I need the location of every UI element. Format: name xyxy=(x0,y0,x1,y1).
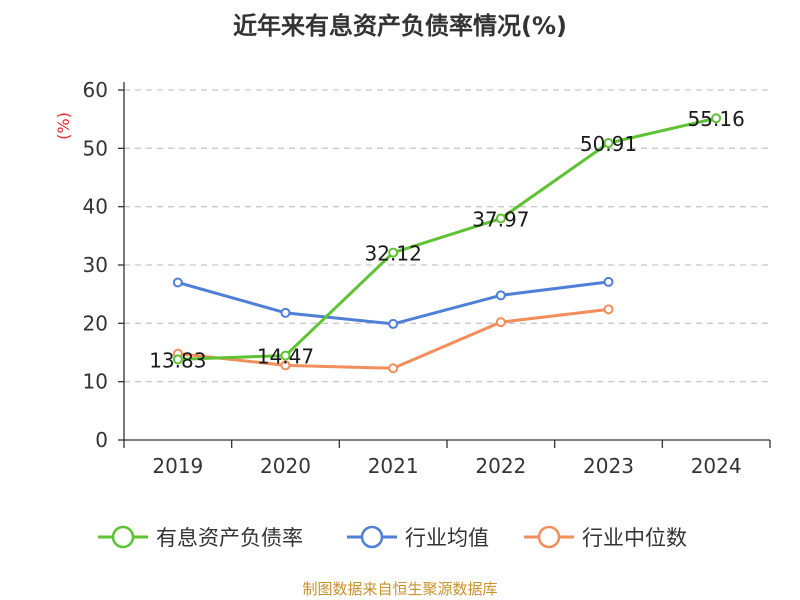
data-label: 37.97 xyxy=(472,208,529,232)
y-tick-label: 50 xyxy=(83,136,108,160)
data-point xyxy=(172,354,183,365)
data-point xyxy=(603,276,614,287)
data-point xyxy=(495,317,506,328)
x-tick-label: 2023 xyxy=(583,454,634,478)
x-tick-label: 2024 xyxy=(691,454,742,478)
data-label: 32.12 xyxy=(365,242,422,266)
legend: 有息资产负债率 行业均值 行业中位数 xyxy=(98,525,687,550)
y-tick-label: 30 xyxy=(83,253,108,277)
data-point xyxy=(603,304,614,315)
legend-marker xyxy=(537,525,561,549)
series-lines xyxy=(172,113,722,374)
y-tick-label: 20 xyxy=(83,311,108,335)
data-point xyxy=(280,350,291,361)
data-point xyxy=(711,113,722,124)
data-label: 14.47 xyxy=(257,345,314,369)
legend-marker xyxy=(111,525,135,549)
chart-title: 近年来有息资产负债率情况(%) xyxy=(233,12,567,40)
legend-label: 有息资产负债率 xyxy=(156,526,303,550)
legend-label: 行业中位数 xyxy=(582,526,687,550)
data-point xyxy=(495,213,506,224)
y-tick-label: 60 xyxy=(83,78,108,102)
x-tick-label: 2020 xyxy=(260,454,311,478)
data-point xyxy=(388,363,399,374)
data-point xyxy=(280,307,291,318)
data-point xyxy=(495,290,506,301)
x-tick-label: 2022 xyxy=(475,454,526,478)
x-tick-label: 2021 xyxy=(368,454,419,478)
data-label: 13.83 xyxy=(149,348,206,372)
source-note: 制图数据来自恒生聚源数据库 xyxy=(302,580,498,598)
grid-lines xyxy=(124,89,770,383)
data-label: 55.16 xyxy=(688,107,745,131)
data-label: 50.91 xyxy=(580,132,637,156)
legend-label: 行业均值 xyxy=(405,526,489,550)
axes: 0 10 20 30 40 50 60 2019 2020 2021 2022 2023 2024 xyxy=(83,78,771,478)
y-tick-label: 0 xyxy=(95,428,108,452)
legend-marker xyxy=(360,525,384,549)
data-point xyxy=(280,360,291,371)
data-point xyxy=(603,138,614,149)
y-tick-label: 40 xyxy=(83,195,108,219)
series-line-0 xyxy=(177,116,717,361)
x-tick-label: 2019 xyxy=(152,454,203,478)
data-point xyxy=(172,277,183,288)
y-tick-label: 10 xyxy=(83,370,108,394)
y-axis-label: (%) xyxy=(54,112,73,140)
series-line-2 xyxy=(177,307,609,370)
data-labels: 13.83 14.47 32.12 37.97 50.91 55.16 xyxy=(149,107,745,372)
data-point xyxy=(388,318,399,329)
data-point xyxy=(388,247,399,258)
